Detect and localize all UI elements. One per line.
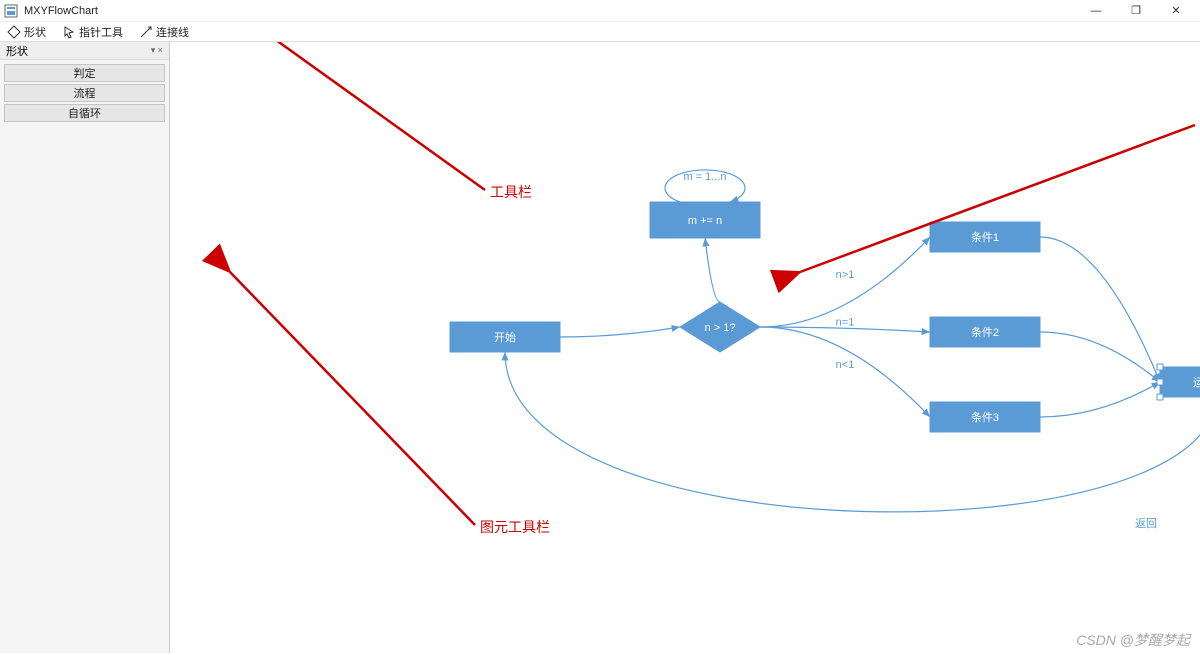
toolbar-label: 指针工具 <box>79 24 123 40</box>
svg-text:条件1: 条件1 <box>971 230 999 244</box>
sidebar-btn-selfloop[interactable]: 自循环 <box>4 104 165 122</box>
toolbar-pointer[interactable]: 指针工具 <box>59 23 126 41</box>
svg-text:n<1: n<1 <box>836 359 855 371</box>
sidebar-btn-process[interactable]: 流程 <box>4 84 165 102</box>
maximize-button[interactable]: ❐ <box>1116 0 1156 22</box>
shape-icon <box>7 25 21 39</box>
svg-text:返回: 返回 <box>1135 517 1157 530</box>
svg-text:开始: 开始 <box>494 330 516 344</box>
sidebar-btn-decision[interactable]: 判定 <box>4 64 165 82</box>
svg-text:条件2: 条件2 <box>971 325 999 339</box>
connector-icon <box>139 25 153 39</box>
svg-text:m += n: m += n <box>688 215 722 227</box>
app-icon <box>4 4 18 18</box>
svg-text:n=1: n=1 <box>836 317 855 329</box>
pointer-icon <box>62 25 76 39</box>
sidebar-buttons: 判定 流程 自循环 <box>0 60 169 126</box>
svg-text:条件3: 条件3 <box>971 410 999 424</box>
toolbar-shape[interactable]: 形状 <box>4 23 49 41</box>
minimize-button[interactable]: — <box>1076 0 1116 22</box>
toolbar-label: 形状 <box>24 24 46 40</box>
window-titlebar: MXYFlowChart — ❐ ✕ <box>0 0 1200 22</box>
svg-text:运算结果: 运算结果 <box>1193 375 1200 389</box>
flowchart-canvas[interactable]: n>1 n=1 n<1 返回 m = 1...n 开始 m += n n > 1? 条件1 条件2… <box>170 42 1200 653</box>
flowchart-svg: n>1 n=1 n<1 返回 m = 1...n 开始 m += n n > 1? 条件1 条件2… <box>170 42 1200 653</box>
sidebar-controls[interactable]: ▾ × <box>151 45 163 56</box>
toolbar-connector[interactable]: 连接线 <box>136 23 192 41</box>
sidebar-panel: 形状 ▾ × 判定 流程 自循环 <box>0 42 170 653</box>
svg-text:n>1: n>1 <box>836 269 855 281</box>
svg-text:m = 1...n: m = 1...n <box>683 171 726 183</box>
watermark: CSDN @梦醒梦起 <box>1076 630 1190 650</box>
svg-text:n > 1?: n > 1? <box>705 322 736 334</box>
sidebar-header: 形状 ▾ × <box>0 42 169 60</box>
window-title: MXYFlowChart <box>24 5 98 17</box>
main-area: 形状 ▾ × 判定 流程 自循环 n>1 n=1 n<1 返回 m = 1...n 开始 m… <box>0 42 1200 653</box>
toolbar-label: 连接线 <box>156 24 189 40</box>
close-button[interactable]: ✕ <box>1156 0 1196 22</box>
toolbar: 形状 指针工具 连接线 <box>0 22 1200 42</box>
sidebar-title: 形状 <box>6 43 28 59</box>
